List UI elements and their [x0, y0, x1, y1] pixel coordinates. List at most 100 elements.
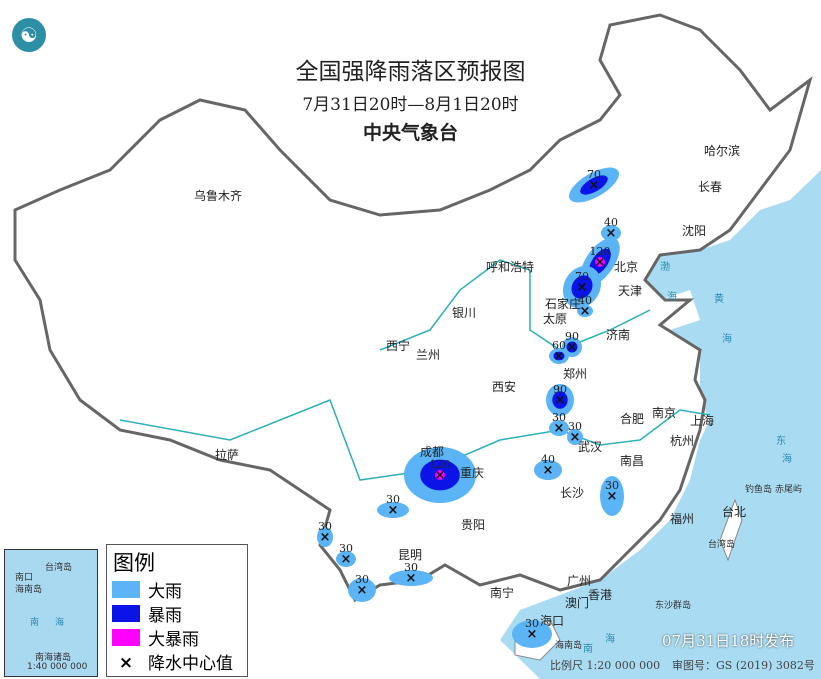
rain-center-value: 30	[339, 542, 353, 555]
rain-center-marker: ×	[577, 280, 588, 295]
rain-center-value: 40	[578, 294, 592, 307]
rainstorm-area	[566, 341, 578, 353]
heavy-rain-area	[549, 420, 569, 436]
legend: 图例 大雨 暴雨 大暴雨 × 降水中心值	[106, 544, 248, 677]
sea-label: 海	[782, 454, 792, 465]
rain-center-value: 70	[587, 168, 601, 181]
rain-center-marker: ×	[357, 583, 368, 598]
city-label: 香港	[588, 588, 613, 602]
rain-center-marker: ×	[567, 340, 578, 355]
rain-center-value: 40	[541, 453, 555, 466]
legend-title: 图例	[113, 551, 155, 575]
sea-label: 海	[722, 334, 732, 345]
city-label: 南京	[652, 406, 677, 420]
map-scale: 比例尺 1:20 000 000	[550, 659, 661, 672]
city-label: 太原	[543, 312, 568, 326]
city-label: 西安	[492, 380, 517, 394]
city-label: 西宁	[386, 339, 411, 353]
sea-area	[500, 170, 821, 679]
map-title: 全国强降雨落区预报图	[295, 59, 526, 85]
issue-time: 07月31日18时发布	[662, 632, 795, 650]
rain-center-value: 120	[430, 458, 451, 471]
rainstorm-area	[552, 391, 568, 409]
heavy-rain-area	[600, 476, 624, 516]
rain-center-marker: ×	[320, 530, 331, 545]
rain-center-marker: ×	[589, 178, 600, 193]
heavy-rain-area	[377, 502, 409, 518]
rain-center-value: 30	[404, 561, 418, 574]
yangtze-river	[119, 399, 711, 481]
inset-label: 海南岛	[15, 585, 43, 595]
rain-center-marker: ×	[595, 255, 606, 270]
heavy-rain-area	[577, 305, 593, 317]
city-label: 贵阳	[461, 518, 486, 532]
sea-label: 海	[605, 634, 615, 645]
heavy-rain-area	[601, 225, 621, 241]
rainstorm-area	[580, 175, 608, 195]
heavy-rain-area	[567, 429, 583, 445]
legend-item-heavy-rainstorm: 大暴雨	[112, 625, 247, 650]
taiwan-island	[719, 498, 743, 562]
city-label: 昆明	[398, 548, 423, 562]
island-label: 钓鱼岛	[745, 485, 773, 495]
rain-center-marker: ×	[527, 627, 538, 642]
inset-label: 南海诸岛	[35, 653, 72, 663]
legend-item-heavy-rain: 大雨	[112, 577, 247, 602]
rain-center-value: 30	[605, 479, 619, 492]
heavy-rain-area	[534, 460, 562, 480]
island-label: 东沙群岛	[655, 601, 692, 611]
rain-center-value: 90	[565, 330, 579, 343]
city-label: 合肥	[620, 412, 645, 426]
city-label: 北京	[614, 260, 639, 274]
sea-label: 渤	[660, 262, 670, 273]
island-label: 海南岛	[555, 641, 583, 651]
city-label: 济南	[606, 328, 631, 342]
sea-label: 东	[776, 436, 786, 447]
agency-name: 中央气象台	[362, 122, 458, 144]
city-label: 天津	[618, 284, 643, 298]
city-label: 长春	[698, 180, 723, 194]
city-label: 拉萨	[215, 448, 240, 462]
city-label: 长沙	[560, 486, 585, 500]
sea-label: 南	[583, 644, 593, 655]
rain-center-marker: ×	[554, 349, 565, 364]
heavy-rainstorm-area	[595, 257, 605, 267]
legend-item-center: × 降水中心值	[118, 652, 233, 674]
approval-number: 审图号：GS (2019) 3082号	[672, 659, 815, 672]
city-label: 杭州	[670, 434, 695, 448]
rain-center-value: 30	[386, 493, 400, 506]
city-label: 银川	[452, 306, 477, 320]
city-label: 上海	[690, 414, 715, 428]
rain-center-value: 30	[552, 411, 566, 424]
forecast-period: 7月31日20时—8月1日20时	[302, 95, 519, 115]
city-label: 乌鲁木齐	[194, 189, 243, 203]
city-label: 成都	[420, 445, 445, 459]
cma-logo-icon: ☯	[12, 18, 46, 52]
rain-center-marker: ×	[435, 468, 446, 483]
rain-center-value: 30	[568, 420, 582, 433]
south-china-sea-inset: 台湾岛 南口 海南岛 南 海 南海诸岛 1:40 000 000	[4, 549, 98, 677]
inset-label: 南口	[15, 573, 34, 583]
city-label: 福州	[670, 512, 695, 526]
inset-label: 台湾岛	[45, 563, 73, 573]
rain-center-marker: ×	[570, 430, 581, 445]
rain-center-marker: ×	[606, 226, 617, 241]
heavy-rain-area	[389, 570, 433, 586]
city-label: 武汉	[578, 440, 603, 454]
legend-item-rainstorm: 暴雨	[112, 601, 247, 626]
inset-label: 南	[30, 618, 40, 628]
city-label: 呼和浩特	[486, 260, 535, 274]
city-label: 郑州	[563, 367, 588, 381]
rain-center-value: 30	[318, 520, 332, 533]
city-label: 石家庄	[545, 297, 582, 311]
rain-center-marker: ×	[580, 304, 591, 319]
rainstorm-area	[571, 275, 593, 299]
rain-center-marker: ×	[554, 421, 565, 436]
island-label: 台湾岛	[708, 540, 736, 550]
city-label: 沈阳	[682, 224, 707, 238]
sea-label: 海	[667, 292, 677, 303]
rain-center-marker: ×	[543, 463, 554, 478]
heavy-rain-area	[336, 551, 356, 567]
rain-center-marker: ×	[555, 393, 566, 408]
